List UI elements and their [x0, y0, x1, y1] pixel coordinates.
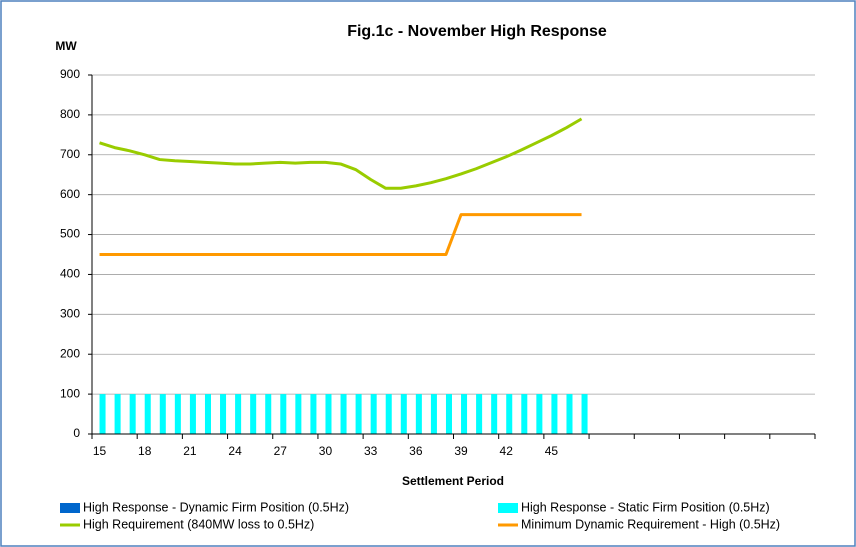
line [99, 117, 583, 190]
y-tick-label: 400 [60, 267, 80, 281]
bar [385, 394, 392, 434]
x-tick-label: 15 [93, 444, 107, 458]
bar [99, 394, 106, 434]
bar [491, 394, 498, 434]
bar [159, 394, 166, 434]
bar [220, 394, 227, 434]
bar [445, 394, 452, 434]
bar [370, 394, 377, 434]
x-tick-label: 27 [274, 444, 288, 458]
legend-label: High Response - Static Firm Position (0.… [521, 500, 770, 514]
bar [235, 394, 242, 434]
y-tick-label: 600 [60, 187, 80, 201]
x-tick-label: 39 [454, 444, 468, 458]
y-tick-label: 300 [60, 307, 80, 321]
x-axis-label: Settlement Period [402, 474, 504, 488]
legend-label: High Requirement (840MW loss to 0.5Hz) [83, 517, 314, 531]
bar [566, 394, 573, 434]
y-axis-label: MW [55, 39, 77, 53]
bar [144, 394, 151, 434]
bar [581, 394, 588, 434]
y-tick-label: 0 [73, 426, 80, 440]
bar [204, 394, 211, 434]
bar [310, 394, 317, 434]
bar [551, 394, 558, 434]
bar [174, 394, 181, 434]
bar [415, 394, 422, 434]
bar [265, 394, 272, 434]
bar [114, 394, 121, 434]
x-tick-label: 30 [319, 444, 333, 458]
x-tick-label: 18 [138, 444, 152, 458]
bar [476, 394, 483, 434]
x-tick-label: 42 [500, 444, 514, 458]
y-tick-label: 700 [60, 147, 80, 161]
bar [189, 394, 196, 434]
bar [129, 394, 136, 434]
bar [325, 394, 332, 434]
y-tick-label: 800 [60, 107, 80, 121]
bar [521, 394, 528, 434]
bar [400, 394, 407, 434]
x-tick-label: 24 [228, 444, 242, 458]
bar [536, 394, 543, 434]
y-tick-label: 500 [60, 227, 80, 241]
y-tick-label: 900 [60, 67, 80, 81]
bar [506, 394, 513, 434]
legend-swatch [498, 503, 518, 513]
bar [250, 394, 257, 434]
legend-label: High Response - Dynamic Firm Position (0… [83, 500, 349, 514]
legend-label: Minimum Dynamic Requirement - High (0.5H… [521, 517, 780, 531]
y-tick-label: 200 [60, 346, 80, 360]
legend-swatch [60, 503, 80, 513]
y-tick-label: 100 [60, 386, 80, 400]
bar [295, 394, 302, 434]
chart-title: Fig.1c - November High Response [347, 23, 607, 40]
bar [461, 394, 468, 434]
bar [430, 394, 437, 434]
bar [280, 394, 287, 434]
x-tick-label: 45 [545, 444, 559, 458]
x-tick-label: 36 [409, 444, 423, 458]
x-tick-label: 33 [364, 444, 378, 458]
x-tick-label: 21 [183, 444, 197, 458]
line [99, 213, 582, 256]
bar [340, 394, 347, 434]
bar [355, 394, 362, 434]
